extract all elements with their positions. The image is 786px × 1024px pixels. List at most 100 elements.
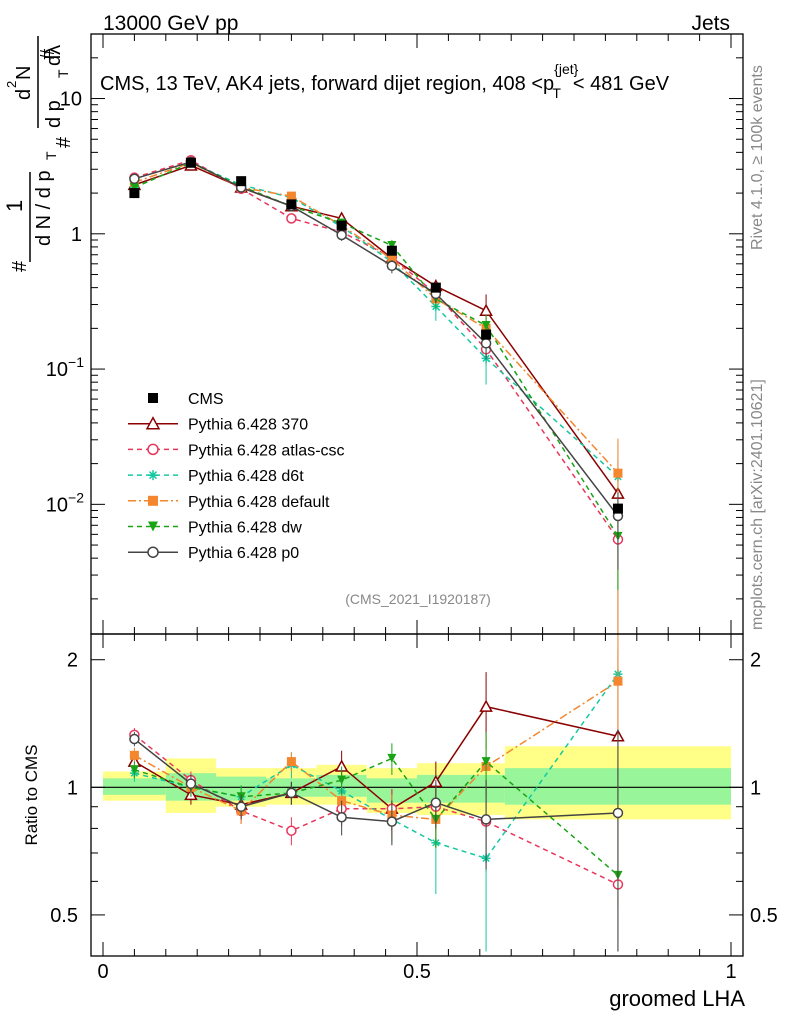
legend-entry-pythia-6-428-d6t: Pythia 6.428 d6t [128,468,304,485]
rivet-label: Rivet 4.1.0, ≥ 100k events [749,65,766,250]
y-tick-label-main: 10 [60,89,82,111]
ratio-point [386,816,398,827]
legend-marker [147,546,159,558]
legend-entry-pythia-6-428-default: Pythia 6.428 default [128,494,330,511]
ylabel-hash-2: # [53,136,75,148]
y-tick-label-ratio: 2 [67,650,78,672]
data-point [386,245,397,256]
ylabel-dn-dpt: d N / d p [33,170,55,246]
ratio-point [235,801,247,812]
ratio-point [129,750,139,760]
y-tick-label-ratio: 0.5 [50,905,78,927]
x-axis-label: groomed LHA [609,986,745,1011]
y-tick-label-ratio-right: 2 [750,650,761,672]
data-point [481,329,492,340]
ratio-point [129,765,139,775]
x-tick-label: 1 [725,961,736,983]
y-tick-label-main: 10−2 [46,489,84,516]
header-right: Jets [691,12,730,35]
legend-label: Pythia 6.428 default [188,494,330,511]
ratio-point [129,733,140,745]
mcplots-label: mcplots.cern.ch [arXiv:2401.10621] [749,379,766,630]
legend-entry-pythia-6-428-370: Pythia 6.428 370 [128,416,308,434]
legend-label: Pythia 6.428 p0 [188,545,299,562]
series-cms [129,157,623,514]
ratio-line-pythia-6-428-dw [134,757,619,876]
data-point [129,188,140,199]
ylabel-one: 1 [2,200,27,212]
ratio-series-pythia-6-428-p0 [129,729,624,952]
ratio-point [185,778,197,789]
data-point [481,320,491,330]
data-point [336,229,347,241]
ylabel-sub-t-2: T [55,69,71,78]
data-point [613,468,623,478]
ylabel-hash-1: # [9,260,31,272]
legend-entry-pythia-6-428-p0: Pythia 6.428 p0 [128,545,299,562]
ratio-point [286,787,297,799]
ylabel-sub-t-1: T [43,151,59,160]
legend-entry-cms: CMS [148,391,224,408]
legend-entry-pythia-6-428-dw: Pythia 6.428 dw [128,520,302,537]
legend-marker [148,393,158,403]
ratio-point [480,814,492,825]
ylabel-n: N [13,66,35,80]
x-tick-label: 0 [97,961,108,983]
y-tick-label-main: 10−1 [46,354,84,381]
y-tick-label-main: 1 [71,224,82,246]
legend-label: CMS [188,391,224,408]
data-point [286,199,297,210]
ratio-panel-series [127,634,625,952]
plot-title-sub: T [552,85,561,101]
ratio-point [286,757,296,767]
ylabel-hash-3: # [37,48,59,60]
legend: CMS Pythia 6.428 370 Pythia 6.428 atlas-cs… [128,391,345,562]
main-panel-series [127,154,625,634]
data-point [185,157,196,168]
legend-marker [148,521,158,532]
legend-entry-pythia-6-428-atlas-csc: Pythia 6.428 atlas-csc [128,442,345,459]
data-point [387,240,397,250]
data-point [430,282,441,293]
legend-marker [148,495,158,506]
data-point [286,213,297,224]
axes: 0 0.5 1 10 1 10−1 10−2 2 2 1 1 0.5 0.5 [46,33,778,983]
legend-label: Pythia 6.428 dw [188,520,302,537]
data-point [129,182,139,192]
data-point [387,254,397,264]
ratio-point [337,775,347,785]
legend-marker [145,416,161,430]
ratio-point [387,753,397,763]
ylabel-dlambda: dλ [43,45,65,66]
plot-title-tail: < 481 GeV [573,73,670,95]
legend-label: Pythia 6.428 370 [188,417,308,434]
data-point [479,303,493,316]
y-axis-label-ratio: Ratio to CMS [22,744,41,845]
ratio-band-stat [103,778,166,795]
legend-marker [147,443,159,456]
data-point [386,260,398,272]
legend-marker [148,470,158,481]
x-tick-label: 0.5 [403,961,431,983]
ratio-point [286,825,297,836]
plot-title: CMS, 13 TeV, AK4 jets, forward dijet reg… [100,61,670,101]
header-left: 13000 GeV pp [103,12,238,35]
main-panel-frame [90,33,744,635]
ratio-point [479,699,493,712]
ratio-point [336,811,347,823]
data-point [236,176,247,187]
ylabel-d-num: d [13,89,35,100]
data-point [612,503,623,514]
data-point [129,173,140,185]
y-tick-label-ratio-right: 0.5 [750,905,778,927]
plot-title-sup: {jet} [554,61,578,77]
ratio-line-pythia-6-428-default [134,680,619,821]
data-point [336,220,347,231]
analysis-watermark: (CMS_2021_I1920187) [345,591,491,607]
y-tick-label-ratio-right: 1 [750,777,761,799]
ratio-point [430,797,442,808]
data-point [286,191,296,201]
ratio-point [481,757,491,767]
legend-label: Pythia 6.428 atlas-csc [188,442,345,459]
